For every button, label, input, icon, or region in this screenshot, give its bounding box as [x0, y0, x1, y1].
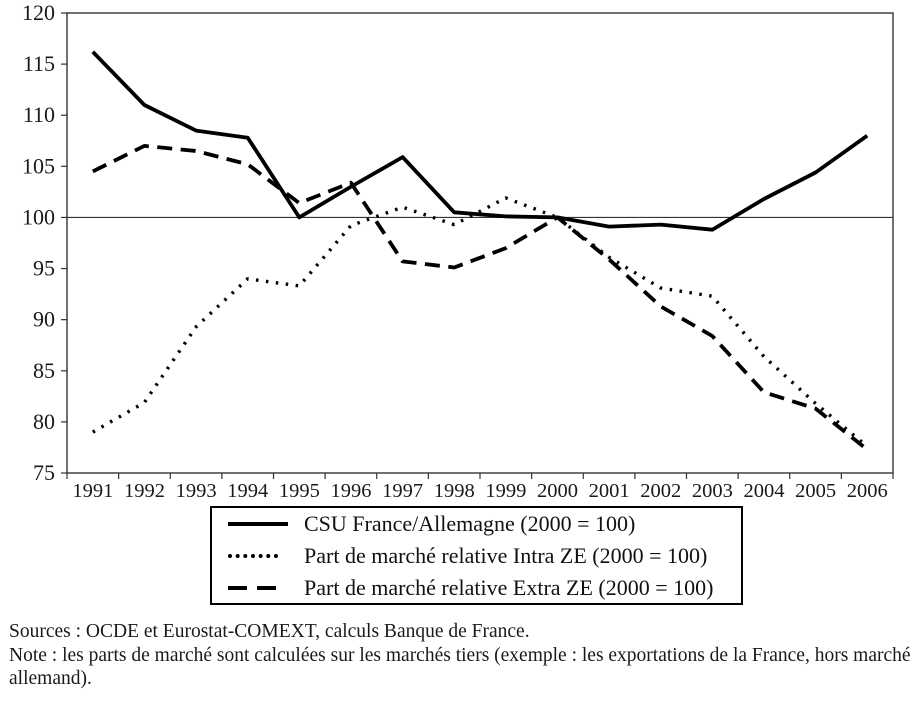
- x-tick-label: 1996: [330, 480, 371, 502]
- legend-label: Part de marché relative Extra ZE (2000 =…: [304, 574, 714, 600]
- x-tick-label: 2000: [537, 480, 578, 502]
- x-tick-label: 2001: [589, 480, 630, 502]
- y-tick-label: 85: [33, 358, 55, 383]
- series-line-solid: [91, 50, 869, 232]
- y-tick-label: 115: [23, 51, 55, 76]
- legend-item-intra-ze: Part de marché relative Intra ZE (2000 =…: [228, 543, 741, 569]
- y-tick-label: 95: [33, 256, 55, 281]
- x-tick-label: 1994: [227, 480, 268, 502]
- x-tick-label: 2004: [743, 480, 784, 502]
- x-tick-label: 1991: [72, 480, 113, 502]
- x-tick-label: 2002: [640, 480, 681, 502]
- legend-item-csu: CSU France/Allemagne (2000 = 100): [228, 511, 741, 537]
- plot-frame: [66, 12, 894, 474]
- series-line-dashed: [91, 143, 869, 451]
- x-tick-label: 1993: [176, 480, 217, 502]
- legend-sample-dotted-line: [228, 553, 292, 558]
- x-tick-label: 1992: [124, 480, 165, 502]
- x-tick-label: 2006: [847, 480, 888, 502]
- y-tick-label: 105: [22, 153, 55, 178]
- note-line: Note : les parts de marché sont calculée…: [9, 644, 911, 690]
- sources-line: Sources : OCDE et Eurostat-COMEXT, calcu…: [9, 621, 530, 642]
- legend-label: Part de marché relative Intra ZE (2000 =…: [304, 542, 708, 568]
- legend-item-extra-ze: Part de marché relative Extra ZE (2000 =…: [228, 575, 741, 601]
- x-tick-label: 1999: [485, 480, 526, 502]
- x-tick-label: 1995: [279, 480, 320, 502]
- footer-notes: Sources : OCDE et Eurostat-COMEXT, calcu…: [9, 620, 914, 691]
- x-tick-label: 1998: [434, 480, 475, 502]
- x-tick-label: 1997: [382, 480, 423, 502]
- y-tick-label: 120: [22, 0, 55, 25]
- legend: CSU France/Allemagne (2000 = 100) Part d…: [210, 506, 743, 605]
- legend-label: CSU France/Allemagne (2000 = 100): [304, 510, 636, 536]
- y-tick-label: 110: [23, 102, 55, 127]
- legend-sample-dashed-line: [228, 585, 292, 590]
- y-tick-label: 100: [22, 204, 55, 229]
- y-tick-label: 75: [33, 460, 55, 485]
- series-line-dotted: [91, 196, 869, 448]
- legend-sample-solid-line: [228, 521, 292, 526]
- x-tick-label: 2003: [692, 480, 733, 502]
- chart-plot: 120 115 110 105 100 95 90 85 80 75 1991 1992 1993 199…: [22, 0, 894, 502]
- y-tick-label: 90: [33, 307, 55, 332]
- y-tick-label: 80: [33, 409, 55, 434]
- x-tick-label: 2005: [795, 480, 836, 502]
